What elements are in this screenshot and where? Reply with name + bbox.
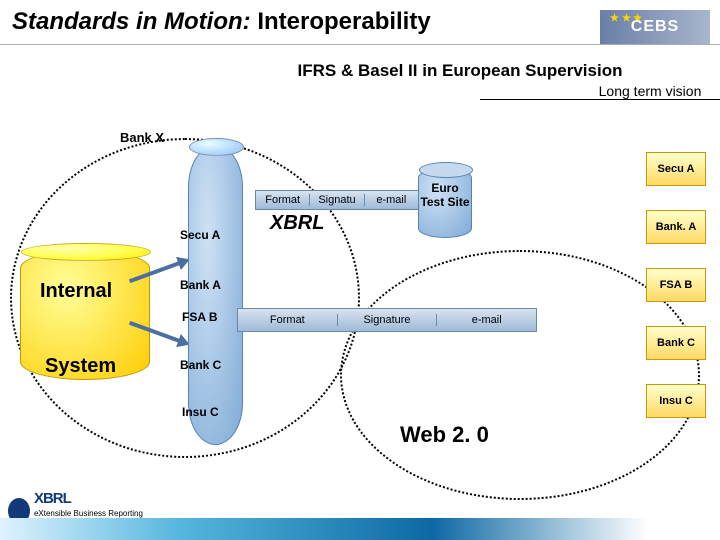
label-bank-c: Bank C — [180, 358, 221, 372]
box-insu-c: Insu C — [646, 384, 706, 418]
label-fsa-b: FSA B — [182, 310, 218, 324]
subtitle: IFRS & Basel II in European Supervision — [200, 61, 720, 81]
pipe-seg-signature: Signatu — [310, 194, 364, 206]
long-term-label: Long term vision — [480, 83, 720, 100]
pipe-large: Format Signature e-mail — [237, 308, 537, 332]
euro-test-site-node: Euro Test Site — [418, 168, 472, 238]
pipe-seg-email: e-mail — [437, 314, 536, 326]
label-bank-a: Bank A — [180, 278, 221, 292]
box-fsa-b: FSA B — [646, 268, 706, 302]
box-secu-a: Secu A — [646, 152, 706, 186]
title-rest: Interoperability — [251, 8, 431, 35]
footer-gradient — [0, 518, 720, 540]
supervisor-boxes: Secu A Bank. A FSA B Bank C Insu C — [646, 152, 706, 442]
pipe-small: Format Signatu e-mail — [255, 190, 419, 210]
title-italic: Standards in Motion: — [12, 8, 251, 35]
hub-cylinder — [188, 145, 243, 445]
bank-x-label: Bank X — [120, 130, 164, 145]
diagram-stage: Bank X Internal System Secu A Bank A FSA… — [0, 130, 720, 540]
cebs-logo: CEBS — [600, 10, 710, 44]
internal-label: Internal — [40, 280, 112, 303]
label-insu-c: Insu C — [182, 405, 219, 419]
pipe-seg-signature: Signature — [338, 314, 438, 326]
xbrl-label: XBRL — [270, 212, 324, 235]
system-label: System — [45, 355, 116, 378]
pipe-seg-format: Format — [238, 314, 338, 326]
web20-label: Web 2. 0 — [400, 422, 489, 448]
pipe-seg-format: Format — [256, 194, 310, 206]
pipe-seg-email: e-mail — [365, 194, 418, 206]
label-secu-a: Secu A — [180, 228, 220, 242]
box-bank-a: Bank. A — [646, 210, 706, 244]
box-bank-c: Bank C — [646, 326, 706, 360]
